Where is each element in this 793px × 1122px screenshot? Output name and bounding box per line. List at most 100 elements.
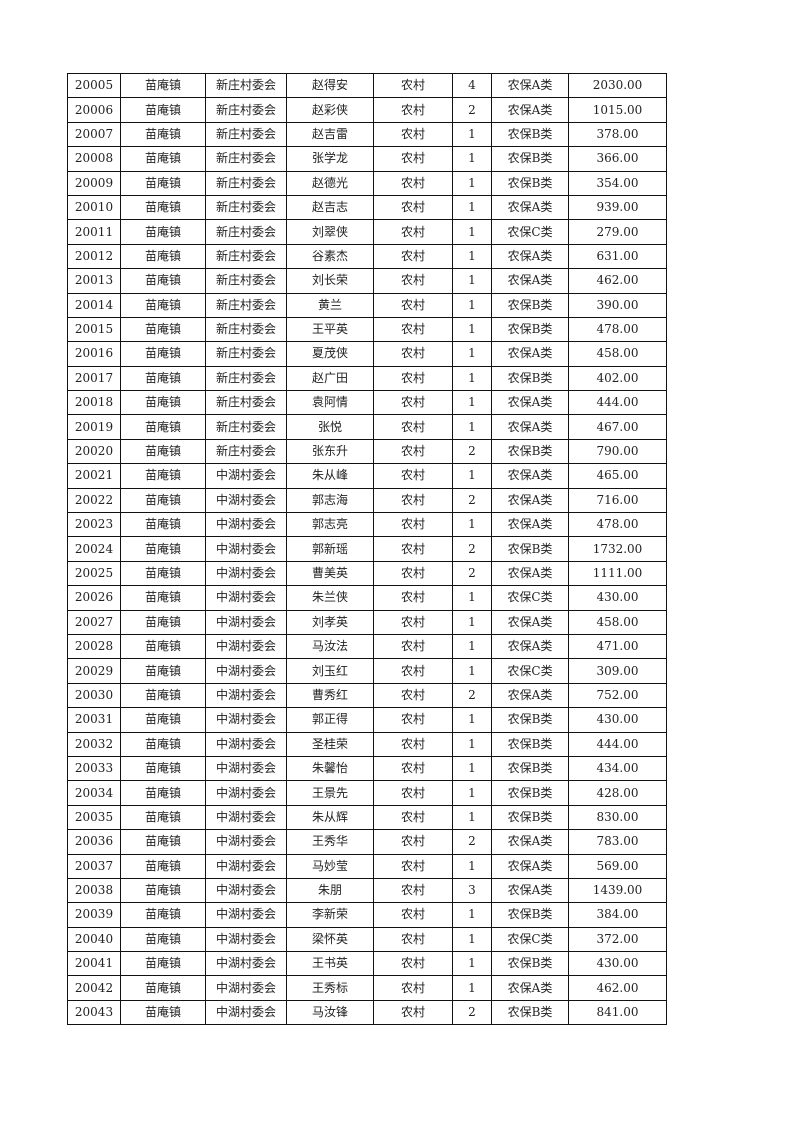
town-cell: 苗庵镇 (120, 268, 206, 294)
village-cell: 新庄村委会 (205, 414, 287, 440)
area-type-cell: 农村 (373, 219, 453, 245)
id-cell: 20018 (67, 390, 121, 416)
town-cell: 苗庵镇 (120, 414, 206, 440)
category-cell: 农保C类 (491, 585, 569, 611)
count-cell: 2 (452, 829, 492, 855)
village-cell: 中湖村委会 (205, 780, 287, 806)
town-cell: 苗庵镇 (120, 780, 206, 806)
area-type-cell: 农村 (373, 585, 453, 611)
id-cell: 20010 (67, 194, 121, 221)
table-row: 20005 苗庵镇 新庄村委会 赵得安 农村 4 农保A类 2030.00 (67, 72, 667, 99)
town-cell: 苗庵镇 (120, 902, 206, 928)
village-cell: 中湖村委会 (205, 951, 287, 977)
area-type-cell: 农村 (373, 926, 453, 953)
count-cell: 1 (452, 219, 492, 245)
amount-cell: 1439.00 (568, 877, 667, 904)
town-cell: 苗庵镇 (120, 926, 206, 953)
name-cell: 郭志亮 (286, 512, 374, 538)
amount-cell: 2030.00 (568, 72, 667, 99)
data-table: 20005 苗庵镇 新庄村委会 赵得安 农村 4 农保A类 2030.00 20006 苗庵镇 新庄… (67, 72, 667, 1026)
town-cell: 苗庵镇 (120, 975, 206, 1001)
table-row: 20037 苗庵镇 中湖村委会 马妙莹 农村 1 农保A类 569.00 (67, 853, 667, 879)
town-cell: 苗庵镇 (120, 755, 206, 782)
area-type-cell: 农村 (373, 487, 453, 514)
village-cell: 新庄村委会 (205, 72, 287, 99)
category-cell: 农保A类 (491, 463, 569, 489)
town-cell: 苗庵镇 (120, 121, 206, 148)
name-cell: 王平英 (286, 316, 374, 343)
town-cell: 苗庵镇 (120, 829, 206, 855)
category-cell: 农保B类 (491, 755, 569, 782)
category-cell: 农保B类 (491, 292, 569, 318)
village-cell: 中湖村委会 (205, 829, 287, 855)
id-cell: 20029 (67, 658, 121, 684)
table-row: 20036 苗庵镇 中湖村委会 王秀华 农村 2 农保A类 783.00 (67, 829, 667, 855)
area-type-cell: 农村 (373, 121, 453, 148)
count-cell: 1 (452, 194, 492, 221)
table-row: 20021 苗庵镇 中湖村委会 朱从峰 农村 1 农保A类 465.00 (67, 463, 667, 489)
village-cell: 中湖村委会 (205, 902, 287, 928)
area-type-cell: 农村 (373, 731, 453, 757)
village-cell: 中湖村委会 (205, 731, 287, 757)
category-cell: 农保A类 (491, 414, 569, 440)
count-cell: 1 (452, 731, 492, 757)
amount-cell: 434.00 (568, 755, 667, 782)
count-cell: 1 (452, 268, 492, 294)
id-cell: 20009 (67, 170, 121, 196)
id-cell: 20016 (67, 341, 121, 367)
town-cell: 苗庵镇 (120, 97, 206, 123)
area-type-cell: 农村 (373, 829, 453, 855)
count-cell: 1 (452, 512, 492, 538)
id-cell: 20007 (67, 121, 121, 148)
town-cell: 苗庵镇 (120, 609, 206, 635)
id-cell: 20041 (67, 951, 121, 977)
name-cell: 赵吉雷 (286, 121, 374, 148)
name-cell: 刘翠侠 (286, 219, 374, 245)
area-type-cell: 农村 (373, 97, 453, 123)
category-cell: 农保A类 (491, 853, 569, 879)
amount-cell: 841.00 (568, 999, 667, 1026)
town-cell: 苗庵镇 (120, 731, 206, 757)
name-cell: 刘孝英 (286, 609, 374, 635)
amount-cell: 939.00 (568, 194, 667, 221)
table-row: 20011 苗庵镇 新庄村委会 刘翠侠 农村 1 农保C类 279.00 (67, 219, 667, 245)
amount-cell: 716.00 (568, 487, 667, 514)
id-cell: 20033 (67, 755, 121, 782)
count-cell: 2 (452, 438, 492, 465)
village-cell: 中湖村委会 (205, 585, 287, 611)
name-cell: 赵彩侠 (286, 97, 374, 123)
count-cell: 1 (452, 316, 492, 343)
amount-cell: 378.00 (568, 121, 667, 148)
amount-cell: 1732.00 (568, 536, 667, 562)
village-cell: 中湖村委会 (205, 999, 287, 1026)
name-cell: 马妙莹 (286, 853, 374, 879)
count-cell: 1 (452, 121, 492, 148)
count-cell: 1 (452, 341, 492, 367)
id-cell: 20038 (67, 877, 121, 904)
id-cell: 20025 (67, 560, 121, 587)
area-type-cell: 农村 (373, 170, 453, 196)
category-cell: 农保A类 (491, 682, 569, 709)
id-cell: 20022 (67, 487, 121, 514)
name-cell: 刘长荣 (286, 268, 374, 294)
id-cell: 20017 (67, 365, 121, 392)
amount-cell: 478.00 (568, 316, 667, 343)
id-cell: 20030 (67, 682, 121, 709)
count-cell: 1 (452, 609, 492, 635)
village-cell: 中湖村委会 (205, 560, 287, 587)
count-cell: 1 (452, 975, 492, 1001)
category-cell: 农保B类 (491, 536, 569, 562)
name-cell: 曹秀红 (286, 682, 374, 709)
name-cell: 圣桂荣 (286, 731, 374, 757)
area-type-cell: 农村 (373, 877, 453, 904)
town-cell: 苗庵镇 (120, 219, 206, 245)
area-type-cell: 农村 (373, 72, 453, 99)
count-cell: 1 (452, 365, 492, 392)
amount-cell: 462.00 (568, 268, 667, 294)
village-cell: 中湖村委会 (205, 755, 287, 782)
table-row: 20038 苗庵镇 中湖村委会 朱朋 农村 3 农保A类 1439.00 (67, 877, 667, 904)
table-row: 20015 苗庵镇 新庄村委会 王平英 农村 1 农保B类 478.00 (67, 316, 667, 343)
count-cell: 1 (452, 390, 492, 416)
id-cell: 20032 (67, 731, 121, 757)
id-cell: 20039 (67, 902, 121, 928)
